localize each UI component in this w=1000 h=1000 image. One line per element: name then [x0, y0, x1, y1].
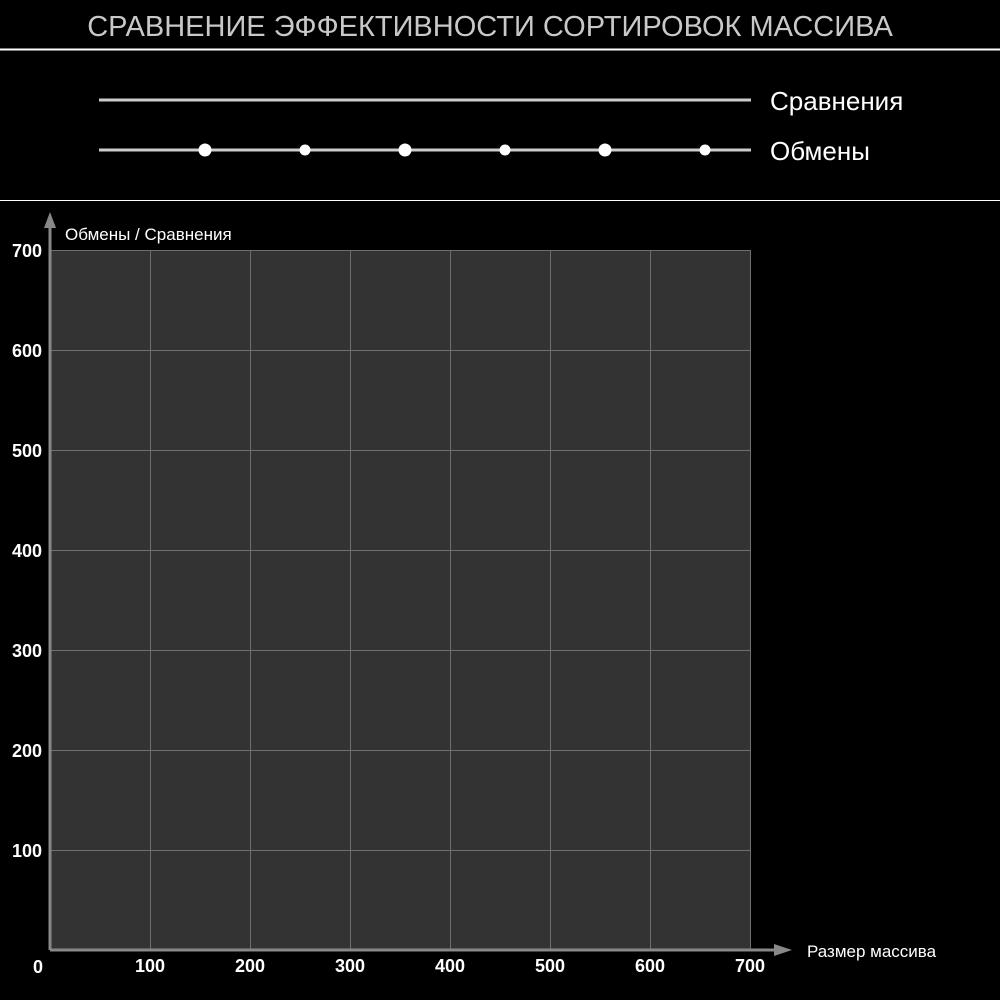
plot-area [50, 250, 750, 950]
legend-marker-swaps-0 [198, 143, 212, 157]
x-tick-label-6: 600 [635, 956, 665, 976]
x-tick-label-2: 200 [235, 956, 265, 976]
x-tick-label-3: 300 [335, 956, 365, 976]
legend-label-comparisons: Сравнения [770, 86, 903, 116]
x-tick-label-5: 500 [535, 956, 565, 976]
legend: Сравнения Обмены [99, 86, 903, 166]
legend-marker-swaps-2 [398, 143, 412, 157]
legend-marker-swaps-5 [699, 144, 711, 156]
x-tick-label-1: 100 [135, 956, 165, 976]
y-axis-label: Обмены / Сравнения [65, 225, 232, 244]
y-tick-label-4: 500 [12, 441, 42, 461]
x-tick-labels: 0 100 200 300 400 500 600 700 [33, 956, 765, 977]
y-tick-label-5: 600 [12, 341, 42, 361]
x-axis-arrow-icon [774, 944, 792, 956]
legend-label-swaps: Обмены [770, 136, 870, 166]
x-tick-label-0: 0 [33, 957, 43, 977]
legend-marker-swaps-3 [499, 144, 511, 156]
legend-marker-swaps-1 [299, 144, 311, 156]
y-tick-label-1: 200 [12, 741, 42, 761]
grid [50, 250, 751, 950]
y-tick-label-6: 700 [12, 241, 42, 261]
y-tick-labels: 100 200 300 400 500 600 700 [12, 241, 42, 861]
y-tick-label-3: 400 [12, 541, 42, 561]
y-axis-arrow-icon [44, 212, 56, 228]
legend-marker-swaps-4 [598, 143, 612, 157]
chart-title: СРАВНЕНИЕ ЭФФЕКТИВНОСТИ СОРТИРОВОК МАССИ… [87, 11, 893, 43]
x-axis-label: Размер массива [807, 942, 937, 961]
x-tick-label-7: 700 [735, 956, 765, 976]
x-tick-label-4: 400 [435, 956, 465, 976]
legend-markers-swaps [198, 143, 711, 157]
y-tick-label-2: 300 [12, 641, 42, 661]
y-tick-label-0: 100 [12, 841, 42, 861]
